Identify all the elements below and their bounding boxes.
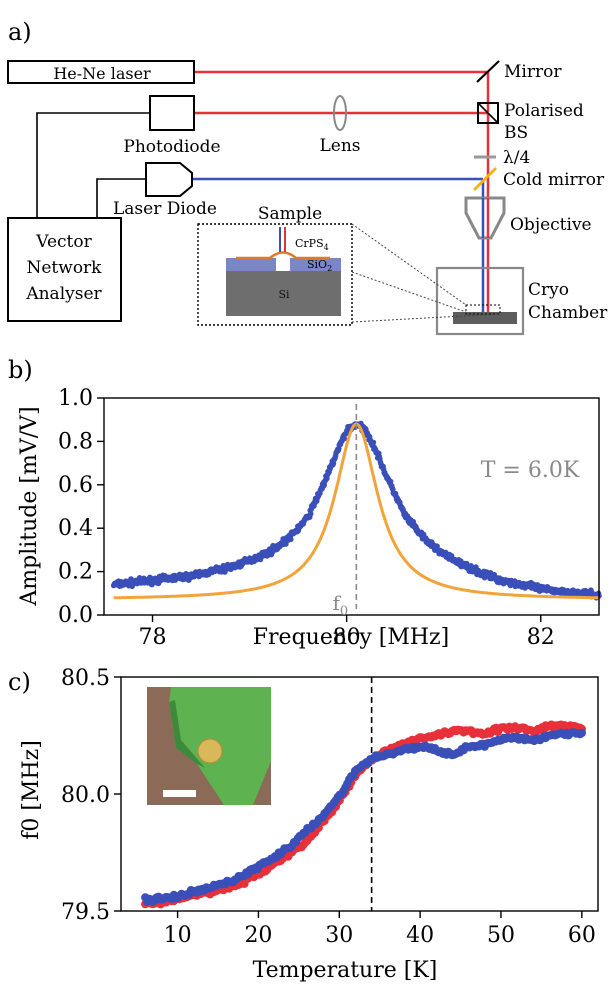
- chart-b-point: [307, 511, 314, 517]
- laser-label: He-Ne laser: [53, 64, 151, 83]
- chart-c-xtick-label: 30: [325, 923, 353, 948]
- sample-label: Sample: [258, 204, 322, 224]
- chart-b-xtick-label: 80: [333, 625, 361, 650]
- chart-b-point: [387, 478, 394, 485]
- cold-mirror-label: Cold mirror: [503, 170, 605, 190]
- chart-c-ticks: 10 20 30 40 50 60 79.5 80.0 80.5: [61, 666, 596, 948]
- vna-box: [7, 217, 122, 322]
- zoom-line-top: [351, 223, 467, 306]
- chart-c-ytick-label: 80.0: [61, 783, 110, 808]
- chart-c-points: [141, 720, 586, 909]
- cryo-chamber-box: [435, 266, 525, 336]
- chart-b-ylabel: Amplitude [mV/V]: [17, 406, 42, 606]
- chart-b-ytick-label: 0.0: [58, 603, 93, 628]
- cavity-hole: [276, 258, 290, 271]
- beam-splitter-icon: [477, 102, 499, 124]
- panel-a-label: a): [8, 18, 32, 46]
- lens-label: Lens: [319, 136, 360, 156]
- wire-laser-diode: [96, 178, 146, 218]
- chart-c-xtick-label: 60: [568, 923, 596, 948]
- quarter-wave-label: λ/4: [503, 148, 530, 168]
- chart-b-ytick-label: 0.2: [58, 560, 93, 585]
- crps4-flake: [236, 251, 330, 260]
- micrograph-scale-bar: [163, 790, 196, 797]
- chart-c-point-blue: [577, 728, 586, 738]
- micrograph-inset: [147, 687, 271, 805]
- vna-line-1: Vector: [35, 232, 92, 252]
- zoom-line-middle: [351, 271, 467, 313]
- chart-b-points: [110, 420, 602, 601]
- objective-icon: [464, 196, 506, 240]
- si-label: Si: [278, 288, 290, 301]
- si-substrate: [226, 271, 341, 316]
- chart-c-xtick-label: 40: [406, 923, 434, 948]
- chart-b-ytick-label: 1.0: [58, 386, 93, 411]
- panel-c-label: c): [8, 668, 31, 696]
- chart-b-ticks: 78 80 82 0.0 0.2 0.4 0.6 0.8 1.0: [58, 386, 555, 650]
- vna-line-3: Analyser: [25, 284, 102, 304]
- chart-c-xlabel: Temperature [K]: [253, 958, 438, 983]
- micrograph-flake-edge: [169, 700, 205, 768]
- sio2-label: SiO2: [307, 258, 332, 273]
- lens-icon: [333, 95, 347, 131]
- beam-splitter-label-2: BS: [504, 123, 528, 143]
- wire-photodiode: [36, 112, 150, 218]
- chart-b-f0-label: f0: [333, 591, 349, 619]
- panel-b: b) 78 80 820.00.20.40.60.81.0 T = 6.0K f0 …: [8, 356, 602, 650]
- chart-b-axes: [103, 397, 600, 616]
- chart-b-temperature-annotation: T = 6.0K: [481, 458, 580, 483]
- chart-b-ytick-label: 0.8: [58, 429, 93, 454]
- chart-c-ytick-label: 80.5: [61, 666, 110, 691]
- panel-c: c) 10 20 30 40 50 60 79.5 80.0 80.5 Temperature …: [8, 666, 599, 983]
- laser-diode-box: [145, 162, 193, 197]
- mirror-label: Mirror: [504, 62, 562, 82]
- chart-b-xtick-label: 82: [527, 625, 555, 650]
- chart-b-ytick-label: 0.4: [58, 516, 93, 541]
- panel-b-label: b): [8, 356, 33, 384]
- beam-splitter-diagonal: [477, 102, 499, 124]
- cryo-label-2: Chamber: [528, 303, 608, 323]
- chart-b-plot: [110, 404, 602, 609]
- chart-b-point: [341, 435, 348, 442]
- micrograph-drum: [197, 738, 223, 764]
- objective-label: Objective: [510, 215, 592, 235]
- chart-b-ytick-label: 0.6: [58, 473, 93, 498]
- chart-c-ylabel: f0 [MHz]: [19, 740, 44, 840]
- zoom-line-bottom: [351, 313, 501, 323]
- chart-b-point: [288, 536, 294, 543]
- photodiode-box: [149, 95, 195, 131]
- chart-b-xlabel: Frequency [MHz]: [253, 625, 449, 650]
- chart-c-xtick-label: 20: [244, 923, 272, 948]
- cryo-zoom-marker: [465, 304, 501, 315]
- laser-box: [7, 60, 195, 84]
- chart-b-point: [370, 439, 377, 446]
- chart-c-xtick-label: 10: [164, 923, 192, 948]
- vna-line-2: Network: [27, 258, 103, 278]
- cold-mirror-icon: [473, 167, 497, 191]
- crps4-label: CrPS4: [295, 237, 329, 252]
- chart-c-xtick-label: 50: [487, 923, 515, 948]
- cryo-sample-stage: [453, 312, 517, 324]
- laser-diode-label: Laser Diode: [113, 199, 217, 219]
- chart-c-plot: [141, 677, 586, 911]
- photodiode-label: Photodiode: [123, 137, 220, 157]
- beam-splitter-label-1: Polarised: [504, 101, 584, 121]
- panel-a-setup: a) He-Ne laser Photodiode Laser Diode Ve…: [7, 18, 608, 336]
- chart-b-xtick-label: 78: [139, 625, 167, 650]
- chart-c-ytick-label: 79.5: [61, 900, 110, 925]
- mirror-icon: [476, 60, 500, 83]
- cryo-label-1: Cryo: [528, 280, 569, 300]
